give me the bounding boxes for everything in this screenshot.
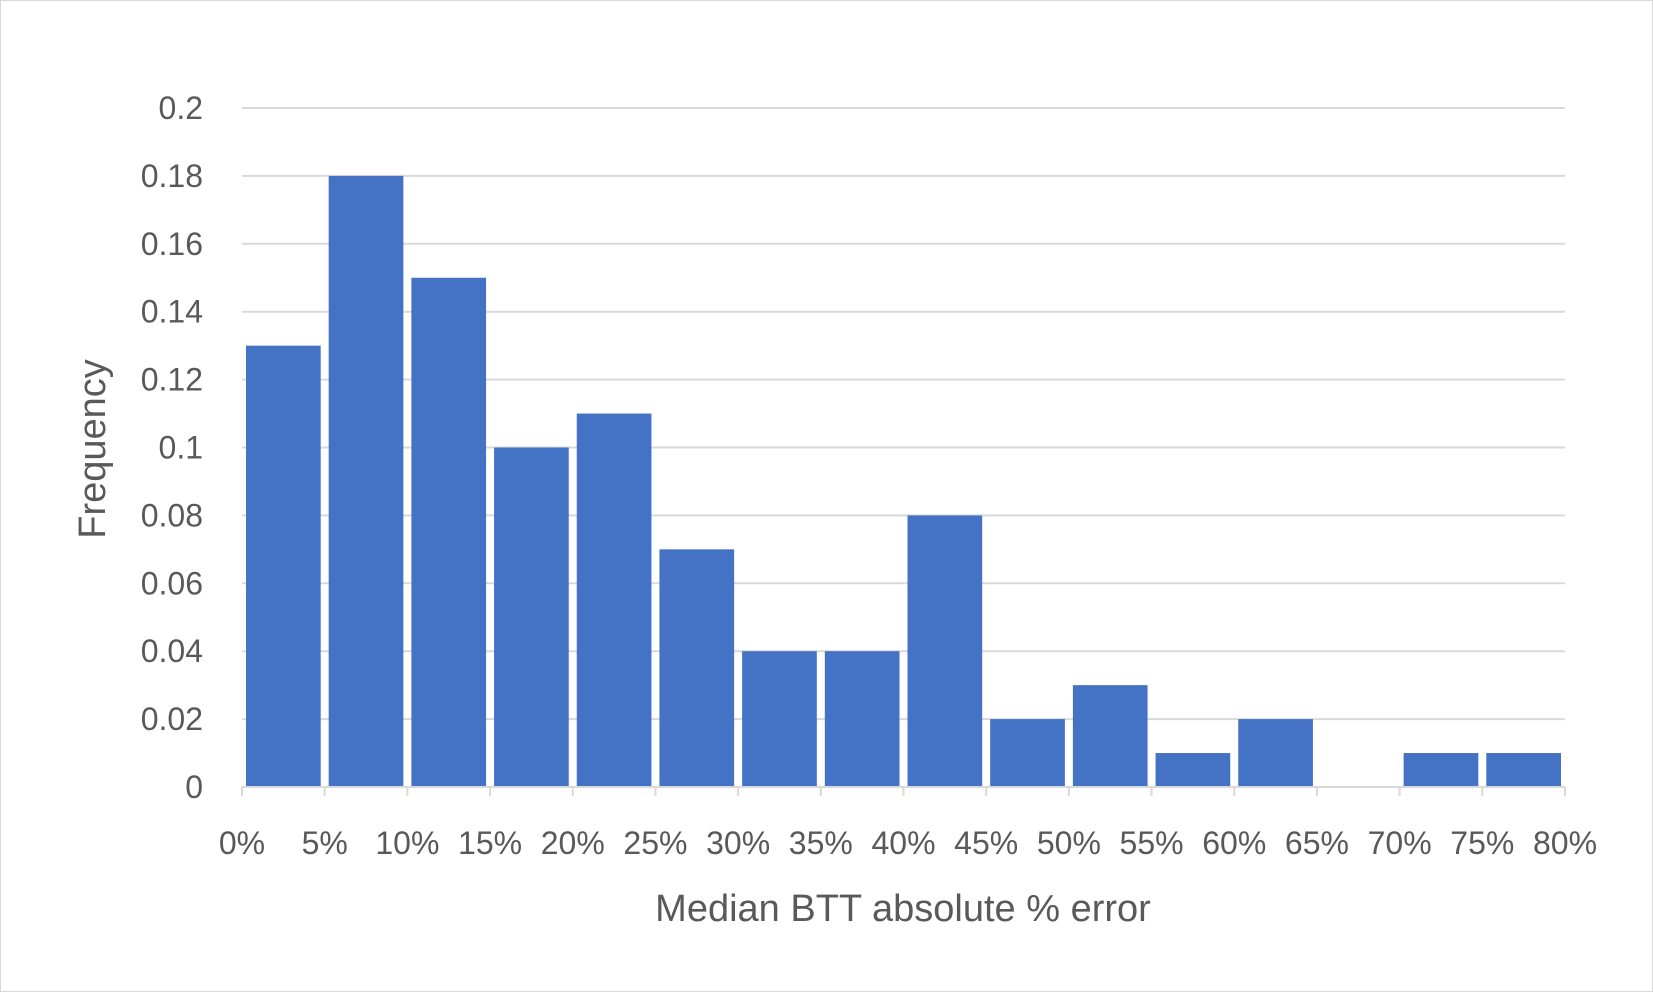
y-tick-label: 0 [185,769,203,805]
bar [1072,685,1148,787]
bar [1155,753,1231,787]
x-tick-label: 70% [1368,825,1432,861]
bar [1238,719,1313,787]
bar [1486,753,1561,787]
bar [659,549,735,787]
y-tick-label: 0.14 [141,294,203,330]
y-tick-label: 0.12 [141,362,203,398]
y-tick-labels: 0 0.02 0.04 0.06 0.08 0.1 0.12 0.14 0.16 0.18 0.2 [141,90,203,805]
bar [907,515,983,787]
bar [742,651,817,787]
x-tick-label: 65% [1285,825,1349,861]
x-tick-label: 80% [1533,825,1597,861]
y-tick-label: 0.04 [141,633,203,669]
y-axis-title: Frequency [72,359,114,539]
x-tick-label: 30% [706,825,770,861]
y-tick-label: 0.2 [159,90,203,126]
x-tick-label: 10% [375,825,439,861]
y-tick-label: 0.18 [141,158,203,194]
bar [494,447,569,787]
bar [576,413,652,787]
x-axis-title: Median BTT absolute % error [655,888,1151,930]
x-tick-label: 60% [1202,825,1266,861]
x-tick-label: 50% [1037,825,1101,861]
x-tick-label: 55% [1120,825,1184,861]
y-tick-label: 0.06 [141,565,203,601]
bar [328,175,404,787]
y-tick-label: 0.16 [141,226,203,262]
x-tick-label: 35% [789,825,853,861]
bar [824,651,900,787]
x-tick-label: 45% [954,825,1018,861]
x-tick-label: 40% [871,825,935,861]
y-tick-label: 0.08 [141,497,203,533]
bar [411,277,487,787]
bar [990,719,1065,787]
x-axis [241,786,1566,796]
x-tick-label: 75% [1450,825,1514,861]
y-tick-label: 0.1 [159,430,203,466]
x-tick-label: 5% [302,825,348,861]
x-tick-label: 20% [541,825,605,861]
y-tick-label: 0.02 [141,701,203,737]
x-tick-labels: 0% 5% 10% 15% 20% 25% 30% 35% 40% 45% 50% 55% 60% 65%… [219,825,1597,861]
x-tick-label: 0% [219,825,265,861]
bars [246,175,1561,787]
bar [246,345,321,787]
x-tick-label: 15% [458,825,522,861]
x-tick-label: 25% [623,825,687,861]
bar [1403,753,1479,787]
